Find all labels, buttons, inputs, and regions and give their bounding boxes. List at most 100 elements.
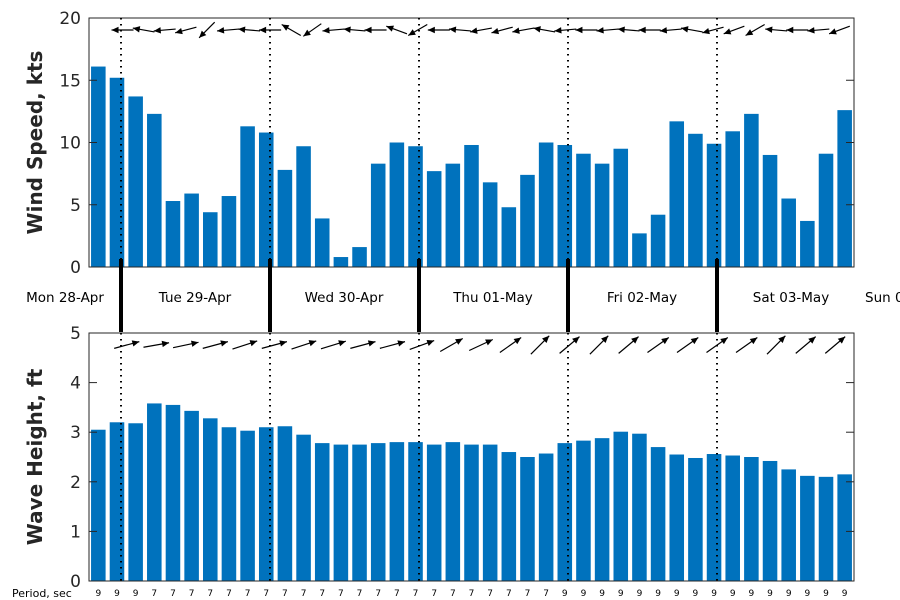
wind-direction-arrow [238, 26, 261, 33]
wind-bar [91, 66, 106, 267]
wind-direction-arrow [111, 26, 134, 34]
wind-bar [426, 171, 442, 267]
wind-bar [221, 196, 237, 267]
period-value: 7 [525, 589, 531, 599]
wind-direction-arrow [343, 26, 366, 33]
day-label: Thu 01-May [452, 290, 533, 306]
wind-bar [203, 212, 218, 267]
wind-bar [352, 247, 367, 267]
wind-bar [109, 77, 125, 267]
wave-direction-arrow [261, 340, 288, 349]
wave-direction-arrow [795, 336, 817, 354]
wave-bar [725, 455, 740, 581]
wave-bar [352, 444, 367, 581]
wind-direction-arrow [575, 26, 598, 34]
wave-direction-arrow [559, 336, 580, 354]
wave-bar [669, 454, 685, 581]
wind-direction-arrow [659, 27, 682, 34]
wind-bar [314, 218, 330, 267]
period-value: 7 [263, 589, 269, 599]
wind-bar [445, 163, 461, 267]
period-value: 9 [730, 589, 736, 599]
wave-bar [557, 443, 573, 581]
period-value: 9 [711, 589, 717, 599]
wind-bar [594, 163, 610, 267]
wind-ylabel: Wind Speed, kts [23, 51, 47, 235]
wave-bar [203, 418, 218, 581]
period-value: 7 [543, 589, 549, 599]
period-value: 7 [226, 589, 232, 599]
wind-direction-arrow [680, 26, 703, 33]
period-value: 9 [693, 589, 699, 599]
period-value: 7 [450, 589, 456, 599]
wind-bar [818, 153, 834, 267]
wave-direction-arrow [409, 339, 435, 351]
wave-direction-arrow [350, 340, 376, 349]
wind-bar [333, 257, 349, 267]
wind-direction-arrow [617, 26, 640, 33]
wave-bar [221, 427, 237, 581]
period-value: 7 [245, 589, 251, 599]
wind-direction-arrow [512, 27, 535, 34]
wind-direction-arrow [828, 25, 850, 35]
period-value: 7 [319, 589, 325, 599]
wave-direction-arrow [320, 340, 347, 350]
wave-ytick-label: 3 [70, 423, 81, 443]
period-value: 7 [431, 589, 437, 599]
wind-direction-arrow [554, 27, 577, 34]
wind-bar [781, 198, 796, 267]
wind-bar [538, 142, 554, 267]
wave-bar [538, 453, 554, 581]
wind-bar [706, 143, 722, 267]
wind-bar [240, 126, 255, 267]
wave-bar [277, 426, 293, 581]
wind-bar [184, 193, 199, 267]
period-value: 9 [655, 589, 661, 599]
wind-direction-arrow [281, 23, 302, 37]
wind-bar [370, 163, 386, 267]
wind-direction-arrow [745, 23, 765, 37]
period-value: 9 [823, 589, 829, 599]
day-label: Sat 03-May [753, 290, 829, 306]
wave-bar [800, 475, 815, 581]
wind-direction-arrow [302, 23, 322, 37]
wave-direction-arrow [499, 337, 522, 353]
day-label-strip: Mon 28-Apr Tue 29-Apr Wed 30-Apr Thu 01-May… [26, 259, 900, 332]
period-value: 7 [151, 589, 157, 599]
wind-direction-arrow [807, 27, 830, 34]
wind-direction-arrow [533, 26, 556, 33]
wind-bar [744, 113, 759, 268]
wind-bar [520, 174, 535, 267]
wave-ytick-label: 1 [70, 522, 81, 542]
wind-bar [688, 133, 703, 267]
wave-bar [147, 403, 162, 581]
wave-bar [650, 447, 666, 581]
wind-bar [147, 113, 162, 268]
period-value: 9 [581, 589, 587, 599]
wave-bar [408, 442, 423, 581]
wind-bar [576, 153, 591, 267]
period-value: 9 [133, 589, 139, 599]
wave-bar [370, 443, 386, 581]
wave-direction-arrow [824, 336, 846, 354]
wind-bar [389, 142, 405, 267]
wind-direction-arrow [322, 27, 345, 34]
wave-direction-arrow [706, 337, 729, 353]
wave-bar [520, 457, 535, 581]
period-value: 7 [413, 589, 419, 599]
period-value: 9 [114, 589, 120, 599]
period-value: 9 [842, 589, 848, 599]
wave-ytick-label: 0 [70, 572, 81, 592]
period-value: 7 [375, 589, 381, 599]
wave-bar [109, 422, 125, 581]
wave-bar [464, 444, 479, 581]
wind-bar [165, 201, 181, 267]
wave-bar [632, 433, 647, 581]
period-value: 9 [786, 589, 792, 599]
wind-ytick-label: 0 [70, 258, 81, 278]
wave-bar [781, 469, 796, 581]
wind-ytick-label: 20 [59, 9, 81, 29]
wave-bar [818, 476, 834, 581]
wave-direction-arrow [202, 340, 229, 349]
